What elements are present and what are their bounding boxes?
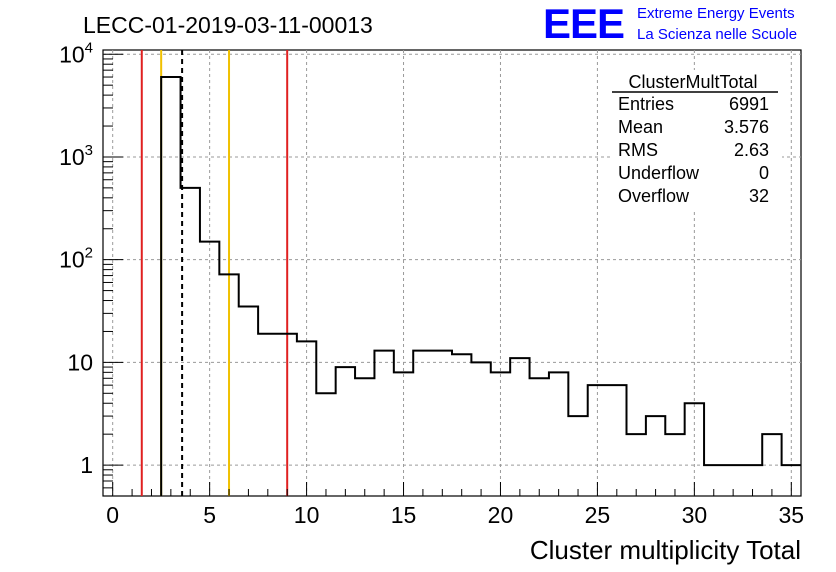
stats-value: 0	[759, 163, 769, 183]
histogram-bin	[161, 77, 180, 496]
y-tick-label: 103	[59, 142, 93, 170]
histogram-bin	[394, 372, 413, 496]
histogram-bin	[258, 334, 277, 496]
histogram-bin	[413, 351, 432, 496]
y-tick-label: 104	[59, 39, 93, 67]
histogram-bin	[297, 341, 316, 496]
stats-value: 32	[749, 186, 769, 206]
stats-value: 6991	[729, 94, 769, 114]
y-tick-label: 10	[67, 349, 93, 375]
y-tick-label: 1	[80, 452, 93, 478]
stats-label: Overflow	[618, 186, 690, 206]
histogram-bin	[491, 372, 510, 496]
histogram-bin	[452, 354, 471, 496]
histogram-bin	[181, 188, 200, 496]
x-tick-label: 20	[488, 502, 514, 528]
x-tick-label: 10	[294, 502, 320, 528]
histogram-bin	[530, 378, 549, 496]
histogram-series	[160, 76, 801, 496]
histogram-bin	[627, 434, 646, 496]
histogram-bin	[374, 351, 393, 496]
x-tick-label: 0	[106, 502, 119, 528]
chart-title: LECC-01-2019-03-11-00013	[83, 12, 373, 38]
stats-label: Entries	[618, 94, 674, 114]
eee-logo-line2: La Scienza nelle Scuole	[637, 26, 797, 43]
eee-logo-line1: Extreme Energy Events	[637, 5, 795, 22]
histogram-bin	[646, 416, 665, 496]
stats-box-bg	[612, 70, 782, 210]
histogram-bin	[200, 242, 219, 496]
histogram-bin	[471, 362, 490, 496]
histogram-bin	[219, 274, 238, 496]
stats-value: 3.576	[724, 117, 769, 137]
stats-label: Mean	[618, 117, 663, 137]
eee-logo: EEE Extreme Energy Events La Scienza nel…	[543, 0, 797, 47]
stats-value: 2.63	[734, 140, 769, 160]
histogram-bin	[549, 372, 568, 496]
histogram-bin	[355, 378, 374, 496]
stats-box-title: ClusterMultTotal	[628, 72, 757, 92]
x-tick-labels: 0 5 10 15 20 25 30 35	[106, 502, 804, 528]
y-tick-labels: 1 10 102 103 104	[59, 39, 93, 478]
histogram-bin	[239, 306, 258, 496]
histogram-outline	[160, 76, 801, 496]
histogram-bin	[568, 416, 587, 496]
x-tick-label: 30	[682, 502, 708, 528]
stats-label: Underflow	[618, 163, 700, 183]
histogram-bin	[316, 393, 335, 496]
stats-box: ClusterMultTotal Entries 6991 Mean 3.576…	[612, 70, 782, 210]
histogram-bin	[665, 434, 684, 496]
eee-logo-mark: EEE	[543, 0, 624, 47]
x-tick-label: 15	[391, 502, 417, 528]
histogram-bin	[336, 367, 355, 496]
axis-ticks	[103, 53, 792, 497]
x-tick-label: 5	[203, 502, 216, 528]
stats-label: RMS	[618, 140, 658, 160]
x-axis-title: Cluster multiplicity Total	[530, 535, 801, 565]
x-tick-label: 35	[779, 502, 805, 528]
x-tick-label: 25	[585, 502, 611, 528]
plot-frame	[102, 49, 802, 497]
y-tick-label: 102	[59, 245, 93, 273]
histogram-bin	[607, 385, 626, 496]
histogram-bin	[510, 358, 529, 496]
histogram-bin	[278, 334, 297, 496]
histogram-bin	[588, 385, 607, 496]
histogram-bin	[762, 434, 781, 496]
histogram-bin	[433, 351, 452, 496]
